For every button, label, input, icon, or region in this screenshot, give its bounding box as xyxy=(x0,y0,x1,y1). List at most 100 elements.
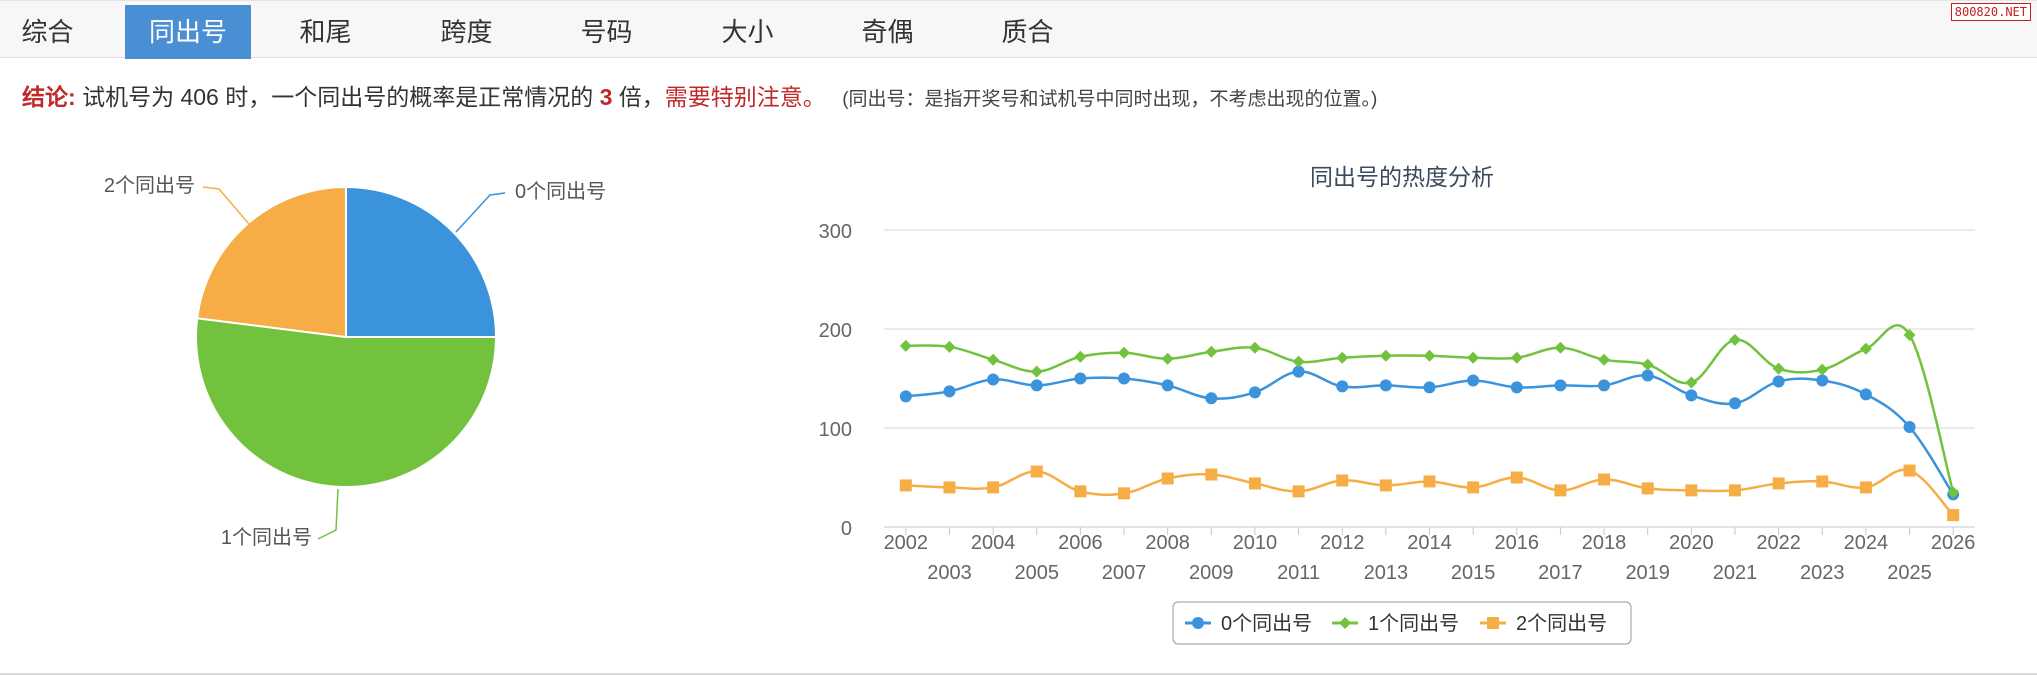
data-point[interactable] xyxy=(1336,474,1349,487)
data-point[interactable] xyxy=(1118,346,1131,359)
data-point[interactable] xyxy=(1467,351,1480,364)
data-point[interactable] xyxy=(1510,351,1523,364)
data-point[interactable] xyxy=(899,479,912,492)
x-tick-label: 2015 xyxy=(1451,562,1496,584)
data-point[interactable] xyxy=(1685,484,1698,497)
data-point[interactable] xyxy=(1816,374,1829,387)
data-point[interactable] xyxy=(1118,487,1131,500)
data-point[interactable] xyxy=(1205,468,1218,481)
data-point[interactable] xyxy=(1641,482,1654,495)
data-point[interactable] xyxy=(1030,365,1043,378)
data-point[interactable] xyxy=(987,373,1000,386)
data-point[interactable] xyxy=(1336,351,1349,364)
tab-bar: 综合 同出号 和尾 跨度 号码 大小 奇偶 质合 800820.NET xyxy=(0,0,2037,59)
data-point[interactable] xyxy=(899,339,912,352)
data-point[interactable] xyxy=(1728,397,1741,410)
data-point[interactable] xyxy=(1728,484,1741,497)
data-point[interactable] xyxy=(1947,486,1960,499)
data-point[interactable] xyxy=(1903,421,1916,434)
data-point[interactable] xyxy=(1161,352,1174,365)
legend-marker[interactable] xyxy=(1192,617,1204,629)
data-point[interactable] xyxy=(899,390,912,403)
data-point[interactable] xyxy=(1772,375,1785,388)
tab-common-numbers[interactable]: 同出号 xyxy=(125,5,251,59)
data-point[interactable] xyxy=(1423,349,1436,362)
data-point[interactable] xyxy=(1685,389,1698,402)
data-point[interactable] xyxy=(1379,349,1392,362)
x-tick-label: 2020 xyxy=(1669,532,1714,554)
legend-marker[interactable] xyxy=(1339,617,1351,629)
data-point[interactable] xyxy=(1248,341,1261,354)
data-point[interactable] xyxy=(1859,481,1872,494)
data-point[interactable] xyxy=(1292,355,1305,368)
data-point[interactable] xyxy=(1554,484,1567,497)
data-point[interactable] xyxy=(943,481,956,494)
legend-item[interactable]: 1个同出号 xyxy=(1332,612,1459,635)
legend-item[interactable]: 2个同出号 xyxy=(1480,612,1607,635)
tab-span[interactable]: 跨度 xyxy=(440,17,493,47)
data-point[interactable] xyxy=(1074,372,1087,385)
data-point[interactable] xyxy=(1859,388,1872,401)
tab-sum-tail[interactable]: 和尾 xyxy=(299,17,352,47)
data-point[interactable] xyxy=(943,340,956,353)
data-point[interactable] xyxy=(1336,380,1349,393)
data-point[interactable] xyxy=(1816,475,1829,488)
data-point[interactable] xyxy=(1598,379,1611,392)
data-point[interactable] xyxy=(1510,471,1523,484)
data-point[interactable] xyxy=(1161,472,1174,485)
tab-odd-even[interactable]: 奇偶 xyxy=(861,17,914,47)
data-point[interactable] xyxy=(1467,481,1480,494)
data-point[interactable] xyxy=(1641,369,1654,382)
pie-slice[interactable] xyxy=(345,185,498,338)
data-point[interactable] xyxy=(1118,372,1131,385)
tab-numbers[interactable]: 号码 xyxy=(580,17,633,47)
data-point[interactable] xyxy=(1554,341,1567,354)
data-point[interactable] xyxy=(1641,358,1654,371)
data-point[interactable] xyxy=(1379,479,1392,492)
y-tick-label: 300 xyxy=(819,221,852,243)
data-point[interactable] xyxy=(1074,485,1087,498)
data-point[interactable] xyxy=(1816,363,1829,376)
data-point[interactable] xyxy=(1772,362,1785,375)
data-point[interactable] xyxy=(1248,477,1261,490)
data-point[interactable] xyxy=(1205,345,1218,358)
data-point[interactable] xyxy=(1205,392,1218,405)
data-point[interactable] xyxy=(1030,465,1043,478)
pie-slice-label: 0个同出号 xyxy=(515,180,606,203)
data-point[interactable] xyxy=(1292,365,1305,378)
pie-slice[interactable] xyxy=(196,185,347,339)
data-point[interactable] xyxy=(1903,328,1916,341)
tab-prime-composite[interactable]: 质合 xyxy=(1001,17,1054,47)
data-point[interactable] xyxy=(1074,350,1087,363)
tab-overview[interactable]: 综合 xyxy=(21,17,74,47)
data-point[interactable] xyxy=(1161,379,1174,392)
data-point[interactable] xyxy=(1947,509,1960,522)
data-point[interactable] xyxy=(1859,342,1872,355)
pie-slice[interactable] xyxy=(195,317,498,488)
data-point[interactable] xyxy=(1510,381,1523,394)
legend-marker[interactable] xyxy=(1487,617,1499,629)
data-point[interactable] xyxy=(987,353,1000,366)
data-point[interactable] xyxy=(1030,379,1043,392)
x-tick-label: 2013 xyxy=(1364,562,1409,584)
data-point[interactable] xyxy=(1248,386,1261,399)
data-point[interactable] xyxy=(1554,379,1567,392)
data-point[interactable] xyxy=(1685,376,1698,389)
data-point[interactable] xyxy=(1423,381,1436,394)
data-point[interactable] xyxy=(987,481,1000,494)
pie-chart: 0个同出号 1个同出号 2个同出号 xyxy=(104,174,606,549)
x-tick-label: 2026 xyxy=(1931,532,1976,554)
data-point[interactable] xyxy=(1903,464,1916,477)
data-point[interactable] xyxy=(1772,477,1785,490)
data-point[interactable] xyxy=(1467,374,1480,387)
legend-item[interactable]: 0个同出号 xyxy=(1185,612,1312,635)
data-point[interactable] xyxy=(943,385,956,398)
data-point[interactable] xyxy=(1728,333,1741,346)
data-point[interactable] xyxy=(1598,353,1611,366)
data-point[interactable] xyxy=(1292,485,1305,498)
data-point[interactable] xyxy=(1379,379,1392,392)
tab-big-small[interactable]: 大小 xyxy=(721,17,774,47)
data-point[interactable] xyxy=(1423,475,1436,488)
x-tick-label: 2014 xyxy=(1407,532,1452,554)
data-point[interactable] xyxy=(1598,473,1611,486)
